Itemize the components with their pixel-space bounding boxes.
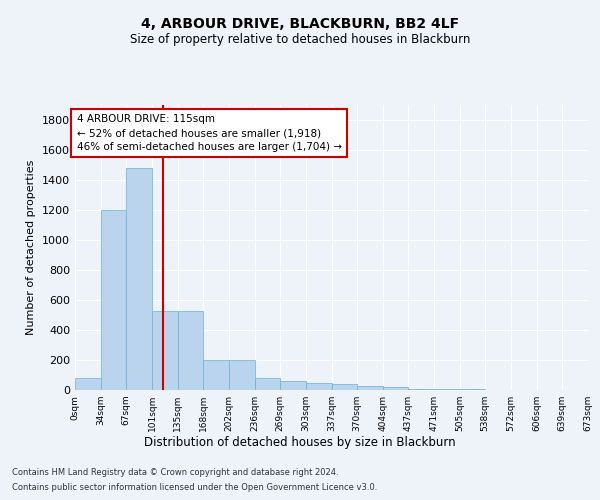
Bar: [126, 168, 152, 390]
Bar: [229, 360, 255, 390]
Bar: [408, 388, 434, 390]
Bar: [255, 378, 280, 390]
Bar: [383, 387, 408, 390]
Bar: [434, 389, 460, 390]
Text: 4, ARBOUR DRIVE, BLACKBURN, BB2 4LF: 4, ARBOUR DRIVE, BLACKBURN, BB2 4LF: [141, 18, 459, 32]
Y-axis label: Number of detached properties: Number of detached properties: [26, 160, 37, 335]
Bar: [306, 383, 332, 390]
Bar: [460, 389, 485, 390]
Bar: [280, 381, 306, 390]
Text: Contains HM Land Registry data © Crown copyright and database right 2024.: Contains HM Land Registry data © Crown c…: [12, 468, 338, 477]
Bar: [203, 360, 229, 390]
Text: Distribution of detached houses by size in Blackburn: Distribution of detached houses by size …: [144, 436, 456, 449]
Text: 4 ARBOUR DRIVE: 115sqm
← 52% of detached houses are smaller (1,918)
46% of semi-: 4 ARBOUR DRIVE: 115sqm ← 52% of detached…: [77, 114, 341, 152]
Bar: [332, 384, 357, 390]
Text: Contains public sector information licensed under the Open Government Licence v3: Contains public sector information licen…: [12, 483, 377, 492]
Bar: [75, 378, 101, 390]
Text: Size of property relative to detached houses in Blackburn: Size of property relative to detached ho…: [130, 32, 470, 46]
Bar: [357, 386, 383, 390]
Bar: [178, 310, 203, 390]
Bar: [152, 310, 178, 390]
Bar: [101, 210, 126, 390]
